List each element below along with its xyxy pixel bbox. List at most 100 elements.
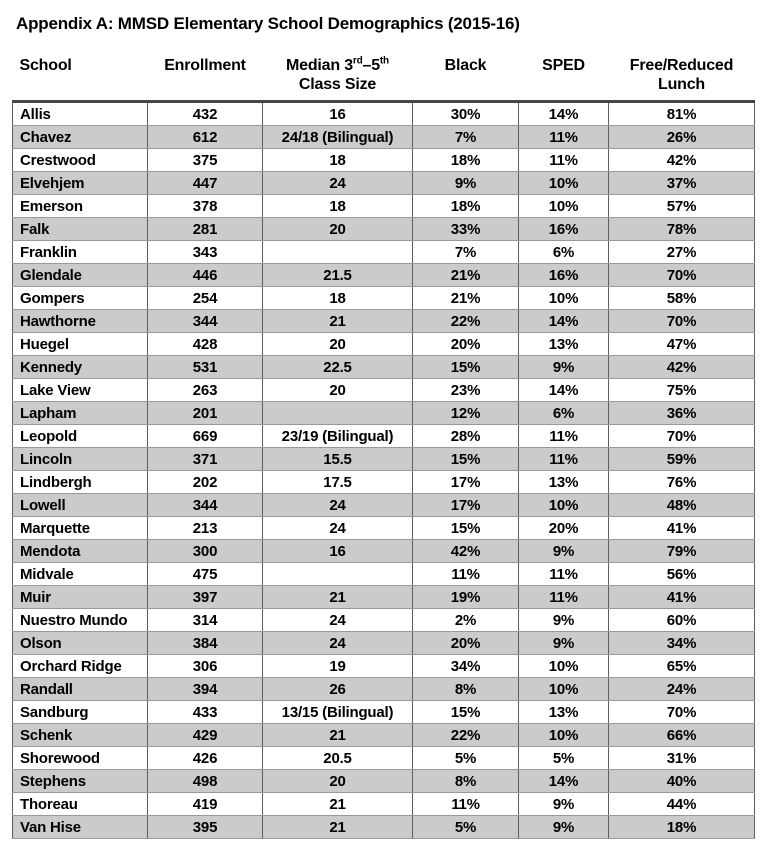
cell-black-percent: 22% <box>412 309 519 333</box>
cell-black-percent: 19% <box>412 585 519 609</box>
cell-black-percent: 11% <box>412 792 519 816</box>
cell-sped-percent: 9% <box>518 539 609 563</box>
cell-median-class-size: 16 <box>262 539 413 563</box>
cell-free-reduced-lunch-percent: 41% <box>608 516 755 540</box>
table-row: Midvale 475 11% 11% 56% <box>12 562 755 586</box>
cell-school-name: Hawthorne <box>12 309 148 333</box>
table-row: Falk 281 20 33% 16% 78% <box>12 217 755 241</box>
cell-median-class-size: 20 <box>262 769 413 793</box>
table-row: Mendota 300 16 42% 9% 79% <box>12 539 755 563</box>
cell-free-reduced-lunch-percent: 37% <box>608 171 755 195</box>
cell-school-name: Leopold <box>12 424 148 448</box>
cell-school-name: Emerson <box>12 194 148 218</box>
table-row: Lapham 201 12% 6% 36% <box>12 401 755 425</box>
cell-median-class-size: 18 <box>262 286 413 310</box>
cell-median-class-size: 16 <box>262 101 413 126</box>
cell-enrollment: 306 <box>147 654 263 678</box>
cell-school-name: Lincoln <box>12 447 148 471</box>
cell-median-class-size: 18 <box>262 194 413 218</box>
cell-median-class-size: 13/15 (Bilingual) <box>262 700 413 724</box>
cell-median-class-size: 20 <box>262 332 413 356</box>
cell-school-name: Olson <box>12 631 148 655</box>
cell-school-name: Chavez <box>12 125 148 149</box>
cell-school-name: Glendale <box>12 263 148 287</box>
cell-median-class-size: 20.5 <box>262 746 413 770</box>
document-page: Appendix A: MMSD Elementary School Demog… <box>12 14 755 839</box>
cell-free-reduced-lunch-percent: 41% <box>608 585 755 609</box>
cell-sped-percent: 16% <box>518 217 609 241</box>
cell-enrollment: 498 <box>147 769 263 793</box>
cell-enrollment: 371 <box>147 447 263 471</box>
cell-median-class-size: 24 <box>262 608 413 632</box>
cell-sped-percent: 14% <box>518 769 609 793</box>
column-header-sped: SPED <box>518 56 609 102</box>
cell-free-reduced-lunch-percent: 70% <box>608 700 755 724</box>
table-row: Kennedy 531 22.5 15% 9% 42% <box>12 355 755 379</box>
cell-black-percent: 5% <box>412 815 519 839</box>
cell-sped-percent: 14% <box>518 101 609 126</box>
cell-sped-percent: 10% <box>518 171 609 195</box>
cell-median-class-size: 21.5 <box>262 263 413 287</box>
cell-enrollment: 375 <box>147 148 263 172</box>
cell-black-percent: 9% <box>412 171 519 195</box>
cell-median-class-size: 24 <box>262 516 413 540</box>
cell-sped-percent: 9% <box>518 631 609 655</box>
cell-free-reduced-lunch-percent: 70% <box>608 309 755 333</box>
cell-enrollment: 419 <box>147 792 263 816</box>
cell-free-reduced-lunch-percent: 75% <box>608 378 755 402</box>
cell-median-class-size: 21 <box>262 792 413 816</box>
table-row: Randall 394 26 8% 10% 24% <box>12 677 755 701</box>
cell-sped-percent: 6% <box>518 401 609 425</box>
cell-school-name: Orchard Ridge <box>12 654 148 678</box>
cell-sped-percent: 11% <box>518 447 609 471</box>
cell-median-class-size: 21 <box>262 309 413 333</box>
column-header-enrollment: Enrollment <box>147 56 263 102</box>
cell-black-percent: 42% <box>412 539 519 563</box>
cell-school-name: Marquette <box>12 516 148 540</box>
cell-median-class-size: 17.5 <box>262 470 413 494</box>
class-size-header-line2: Class Size <box>298 76 377 93</box>
cell-median-class-size: 23/19 (Bilingual) <box>262 424 413 448</box>
cell-enrollment: 213 <box>147 516 263 540</box>
cell-school-name: Stephens <box>12 769 148 793</box>
cell-school-name: Midvale <box>12 562 148 586</box>
table-row: Franklin 343 7% 6% 27% <box>12 240 755 264</box>
cell-school-name: Huegel <box>12 332 148 356</box>
cell-school-name: Van Hise <box>12 815 148 839</box>
cell-enrollment: 394 <box>147 677 263 701</box>
column-header-school: School <box>12 56 148 102</box>
cell-enrollment: 429 <box>147 723 263 747</box>
cell-free-reduced-lunch-percent: 79% <box>608 539 755 563</box>
cell-sped-percent: 9% <box>518 608 609 632</box>
cell-black-percent: 21% <box>412 286 519 310</box>
cell-free-reduced-lunch-percent: 27% <box>608 240 755 264</box>
cell-free-reduced-lunch-percent: 65% <box>608 654 755 678</box>
cell-free-reduced-lunch-percent: 18% <box>608 815 755 839</box>
cell-enrollment: 447 <box>147 171 263 195</box>
cell-free-reduced-lunch-percent: 47% <box>608 332 755 356</box>
cell-black-percent: 7% <box>412 125 519 149</box>
cell-black-percent: 30% <box>412 101 519 126</box>
cell-school-name: Crestwood <box>12 148 148 172</box>
cell-enrollment: 446 <box>147 263 263 287</box>
cell-enrollment: 202 <box>147 470 263 494</box>
cell-median-class-size <box>262 562 413 586</box>
lunch-header-line1: Free/Reduced <box>629 57 734 74</box>
cell-enrollment: 432 <box>147 101 263 126</box>
cell-black-percent: 34% <box>412 654 519 678</box>
cell-black-percent: 23% <box>412 378 519 402</box>
cell-school-name: Mendota <box>12 539 148 563</box>
cell-black-percent: 17% <box>412 470 519 494</box>
cell-enrollment: 300 <box>147 539 263 563</box>
cell-black-percent: 15% <box>412 516 519 540</box>
cell-sped-percent: 9% <box>518 355 609 379</box>
cell-black-percent: 18% <box>412 148 519 172</box>
cell-black-percent: 2% <box>412 608 519 632</box>
cell-median-class-size: 21 <box>262 585 413 609</box>
table-header: School Enrollment Median 3rd–5th Class Si… <box>12 56 755 102</box>
cell-median-class-size: 24/18 (Bilingual) <box>262 125 413 149</box>
cell-black-percent: 15% <box>412 447 519 471</box>
cell-median-class-size: 21 <box>262 723 413 747</box>
cell-enrollment: 263 <box>147 378 263 402</box>
cell-enrollment: 531 <box>147 355 263 379</box>
